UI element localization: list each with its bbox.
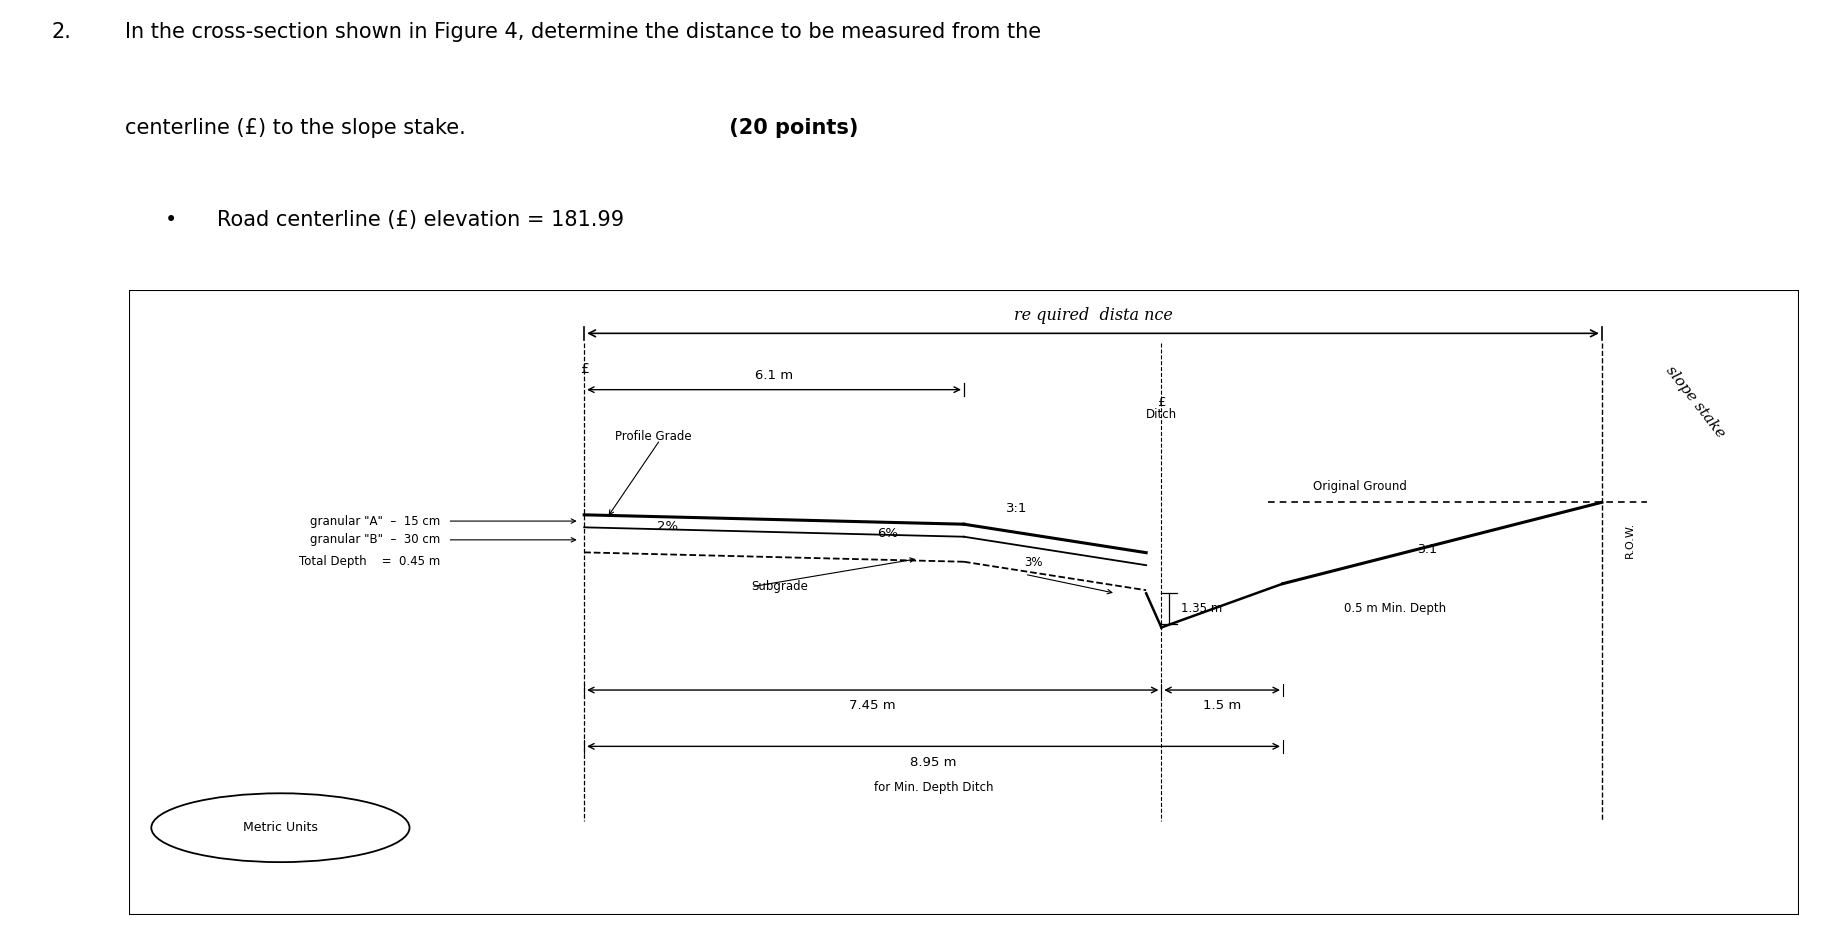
- Text: 7.45 m: 7.45 m: [850, 700, 896, 713]
- Text: slope stake: slope stake: [1663, 363, 1728, 441]
- Text: 3:1: 3:1: [1006, 502, 1028, 515]
- Text: 3%: 3%: [1024, 557, 1043, 569]
- Text: Road centerline (£) elevation = 181.99: Road centerline (£) elevation = 181.99: [217, 210, 624, 230]
- Text: R.O.W.: R.O.W.: [1625, 522, 1634, 558]
- Text: 6.1 m: 6.1 m: [755, 369, 793, 382]
- Text: 2.: 2.: [51, 22, 72, 42]
- Text: granular "A"  –  15 cm: granular "A" – 15 cm: [310, 515, 441, 528]
- Text: 6%: 6%: [878, 528, 898, 541]
- Text: Original ground (OG) @ slope stake = 181.13: Original ground (OG) @ slope stake = 181…: [217, 303, 690, 322]
- Text: for Min. Depth Ditch: for Min. Depth Ditch: [874, 781, 993, 794]
- Text: (20 points): (20 points): [722, 118, 857, 137]
- Text: £: £: [1157, 396, 1166, 409]
- Text: 3:1: 3:1: [1417, 543, 1438, 556]
- Text: centerline (£) to the slope stake.: centerline (£) to the slope stake.: [125, 118, 466, 137]
- Text: granular "B"  –  30 cm: granular "B" – 30 cm: [310, 533, 441, 546]
- Text: Original Ground: Original Ground: [1313, 480, 1406, 493]
- Text: 1.35 m: 1.35 m: [1181, 602, 1223, 616]
- Text: Metric Units: Metric Units: [242, 821, 318, 834]
- Text: •: •: [165, 210, 178, 230]
- Text: 0.5 m Min. Depth: 0.5 m Min. Depth: [1344, 602, 1445, 616]
- Text: Profile Grade: Profile Grade: [615, 431, 690, 444]
- Text: Ditch: Ditch: [1146, 408, 1177, 421]
- Text: Subgrade: Subgrade: [751, 580, 808, 593]
- Text: In the cross-section shown in Figure 4, determine the distance to be measured fr: In the cross-section shown in Figure 4, …: [125, 22, 1041, 42]
- Text: re quired  dista nce: re quired dista nce: [1013, 307, 1173, 324]
- Text: 1.5 m: 1.5 m: [1203, 700, 1241, 713]
- Text: £: £: [580, 361, 589, 375]
- Text: 8.95 m: 8.95 m: [911, 756, 957, 769]
- Text: Total Depth    =  0.45 m: Total Depth = 0.45 m: [299, 555, 441, 568]
- Text: •: •: [165, 303, 178, 322]
- Text: 2%: 2%: [657, 520, 677, 532]
